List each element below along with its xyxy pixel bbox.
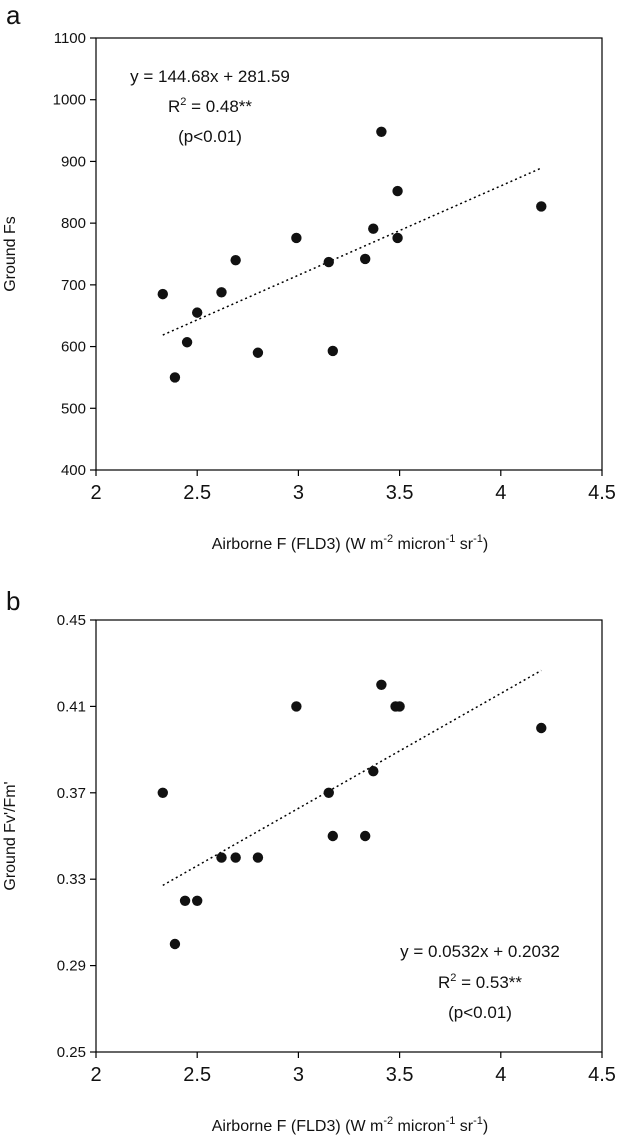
panel-b-data-point	[359, 830, 371, 842]
panel-b-x-tick-label: 3	[293, 1064, 304, 1086]
panel-b-equation: y = 0.0532x + 0.2032 R2 = 0.53** (p<0.01…	[400, 942, 560, 1022]
panel-b-x-tick-label: 3.5	[386, 1064, 414, 1086]
panel-a-data-point	[169, 372, 181, 383]
panel-b-x-tick-label: 4.5	[588, 1064, 616, 1086]
panel-a-y-tick-label: 800	[61, 215, 86, 232]
panel-a-x-tick-label: 4	[495, 482, 506, 504]
panel-a-data-point	[323, 256, 334, 268]
panel-a-equation: y = 144.68x + 281.59 R2 = 0.48** (p<0.01…	[130, 67, 290, 146]
panel-a-eq-r2: R2 = 0.48**	[168, 96, 252, 116]
panel-b-data-point	[216, 852, 227, 863]
panel-b-label: b	[6, 586, 20, 616]
panel-b-plot-frame	[95, 619, 603, 1053]
panel-a-y-tick-label: 400	[61, 462, 86, 479]
panel-a-trendline	[162, 167, 542, 336]
panel-a-y-tick-label: 1000	[53, 92, 86, 109]
panel-b-y-axis-label: Ground Fv'/Fm'	[2, 781, 19, 890]
panel-a-y-tick-label: 500	[61, 400, 86, 417]
panel-a-x-tick-label: 3	[293, 482, 304, 504]
panel-b-data-point	[192, 895, 203, 906]
panel-a: a 400 500 600 700 800 900 1000 1100 2 2.5 3 3.5 4 4.…	[2, 0, 616, 553]
panel-b-x-axis-label: Airborne F (FLD3) (W m-2 micron-1 sr-1)	[212, 1115, 488, 1135]
panel-a-eq-line1: y = 144.68x + 281.59	[130, 67, 290, 86]
panel-b-x-ticks: 2 2.5 3 3.5 4 4.5	[90, 1052, 616, 1086]
panel-a-data-point	[252, 347, 264, 358]
panel-b-data-point	[376, 679, 387, 690]
panel-b-data-point	[230, 852, 241, 863]
panel-a-plot-frame	[95, 37, 603, 471]
panel-b-data-point	[179, 895, 191, 906]
panel-a-eq-pvalue: (p<0.01)	[178, 127, 242, 146]
panel-b-data-point	[252, 852, 264, 863]
panel-a-y-axis-label: Ground Fs	[2, 216, 19, 292]
panel-a-x-axis-label: Airborne F (FLD3) (W m-2 micron-1 sr-1)	[212, 533, 488, 553]
panel-b-y-tick-label: 0.29	[57, 958, 86, 975]
panel-b-y-tick-label: 0.41	[57, 698, 86, 715]
panel-b-eq-r2: R2 = 0.53**	[438, 972, 522, 992]
panel-a-x-tick-label: 2.5	[183, 482, 211, 504]
panel-a-label: a	[6, 0, 21, 30]
panel-a-y-ticks: 400 500 600 700 800 900 1000 1100	[53, 30, 96, 479]
panel-b-eq-pvalue: (p<0.01)	[448, 1003, 512, 1022]
panel-a-y-tick-label: 600	[61, 339, 86, 356]
panel-a-y-tick-label: 1100	[54, 30, 86, 47]
panel-a-x-ticks: 2 2.5 3 3.5 4 4.5	[90, 470, 616, 504]
panel-a-x-tick-label: 3.5	[386, 482, 414, 504]
panel-b: b 0.250.290.330.370.410.45 2 2.5 3 3.5 4 4.5 …	[2, 586, 616, 1135]
panel-b-x-tick-label: 2	[90, 1064, 101, 1086]
panel-a-data-point	[157, 288, 168, 300]
panel-a-data-point	[368, 223, 379, 234]
panel-a-data-point	[216, 287, 227, 298]
panel-a-data-point	[230, 254, 241, 266]
panel-b-eq-line1: y = 0.0532x + 0.2032	[400, 942, 560, 961]
panel-a-data-point	[192, 307, 203, 318]
panel-a-data-point	[359, 253, 371, 265]
panel-b-data-point	[323, 787, 334, 798]
panel-b-data-point	[368, 766, 379, 777]
panel-b-x-tick-label: 2.5	[183, 1064, 211, 1086]
panel-b-y-tick-label: 0.25	[57, 1044, 86, 1061]
panel-a-data-point	[392, 232, 403, 244]
panel-b-data-point	[394, 701, 405, 712]
panel-b-y-ticks: 0.25 0.29 0.33 0.37 0.41 0.45	[57, 612, 96, 1061]
panel-a-data-point	[536, 201, 547, 212]
panel-b-data-point	[536, 722, 547, 734]
panel-b-data-point	[157, 787, 168, 798]
panel-b-data-point	[327, 830, 339, 842]
panel-a-data-point	[327, 345, 339, 357]
panel-b-points	[157, 679, 547, 950]
panel-b-data-point	[169, 938, 181, 950]
panel-a-y-tick-label: 900	[61, 153, 86, 170]
panel-a-x-tick-label: 4.5	[588, 482, 616, 504]
panel-a-y-tick-label: 700	[61, 277, 86, 294]
panel-b-y-tick-label: 0.37	[57, 785, 86, 802]
panel-a-data-point	[376, 126, 387, 138]
panel-b-y-tick-label: 0.45	[57, 612, 86, 629]
panel-a-data-point	[181, 337, 193, 348]
panel-a-data-point	[392, 185, 403, 197]
panel-a-points	[157, 126, 547, 383]
panel-a-x-tick-label: 2	[90, 482, 101, 504]
panel-b-data-point	[291, 701, 302, 712]
panel-b-y-tick-label: 0.33	[57, 871, 86, 888]
panel-a-data-point	[291, 232, 302, 244]
panel-b-x-tick-label: 4	[495, 1064, 506, 1086]
